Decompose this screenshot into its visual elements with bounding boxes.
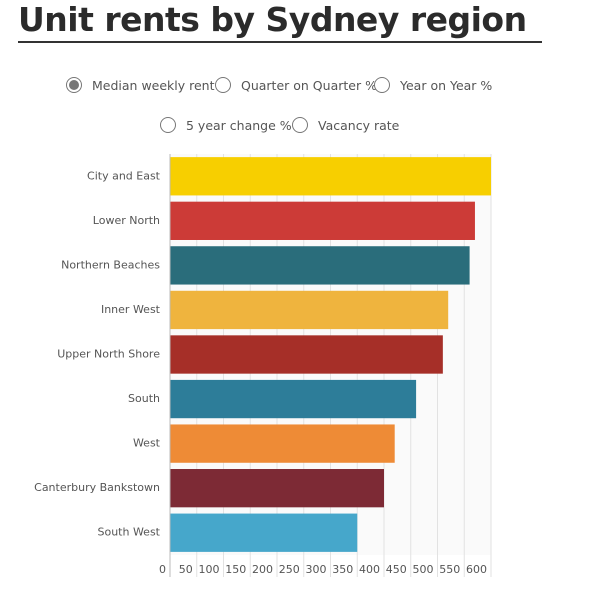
- bar: [170, 157, 491, 196]
- x-tick-label: 400: [359, 563, 380, 576]
- radio-label[interactable]: Quarter on Quarter %: [241, 77, 377, 93]
- x-tick-label: 200: [252, 563, 273, 576]
- bar: [170, 424, 395, 463]
- bar: [170, 379, 417, 419]
- radio-label[interactable]: 5 year change %: [186, 117, 292, 133]
- bar: [170, 246, 470, 285]
- y-tick-label: Northern Beaches: [61, 258, 160, 271]
- radio-button[interactable]: [292, 117, 308, 133]
- x-tick-label: 550: [439, 563, 460, 576]
- radio-option[interactable]: Vacancy rate: [292, 117, 399, 133]
- radio-label[interactable]: Year on Year %: [400, 77, 493, 93]
- radio-label[interactable]: Vacancy rate: [318, 117, 400, 133]
- x-tick-label: 300: [306, 563, 327, 576]
- x-tick-label: 600: [466, 563, 487, 576]
- radio-button[interactable]: [374, 77, 390, 93]
- radio-option[interactable]: Median weekly rent: [66, 77, 215, 93]
- radio-button[interactable]: [66, 77, 82, 93]
- x-tick-label: 50: [179, 563, 193, 576]
- x-tick-label: 450: [386, 563, 407, 576]
- x-tick-label: 350: [332, 563, 353, 576]
- y-tick-label: City and East: [87, 169, 161, 182]
- bar: [170, 290, 449, 330]
- x-tick-label: 100: [199, 563, 220, 576]
- y-tick-label: South West: [97, 526, 160, 539]
- x-tick-label: 250: [279, 563, 300, 576]
- bar: [170, 513, 358, 552]
- x-tick-label: 0: [159, 563, 166, 576]
- x-tick-label: 500: [413, 563, 434, 576]
- title-rule: [18, 41, 542, 43]
- radio-label[interactable]: Median weekly rent: [92, 77, 215, 93]
- radio-button[interactable]: [215, 77, 231, 93]
- y-tick-label: Inner West: [101, 303, 161, 316]
- radio-button[interactable]: [160, 117, 176, 133]
- bar: [170, 469, 384, 508]
- y-tick-label: South: [128, 392, 160, 405]
- radio-option[interactable]: 5 year change %: [160, 117, 292, 133]
- y-tick-label: Canterbury Bankstown: [34, 481, 160, 494]
- radio-option[interactable]: Year on Year %: [374, 77, 492, 93]
- y-tick-label: Lower North: [93, 214, 160, 227]
- radio-option[interactable]: Quarter on Quarter %: [215, 77, 377, 93]
- x-tick-label: 150: [225, 563, 246, 576]
- bar: [170, 201, 475, 240]
- bar: [170, 335, 443, 374]
- page-title: Unit rents by Sydney region: [18, 0, 527, 39]
- y-tick-label: Upper North Shore: [57, 348, 160, 361]
- y-tick-label: West: [133, 437, 161, 450]
